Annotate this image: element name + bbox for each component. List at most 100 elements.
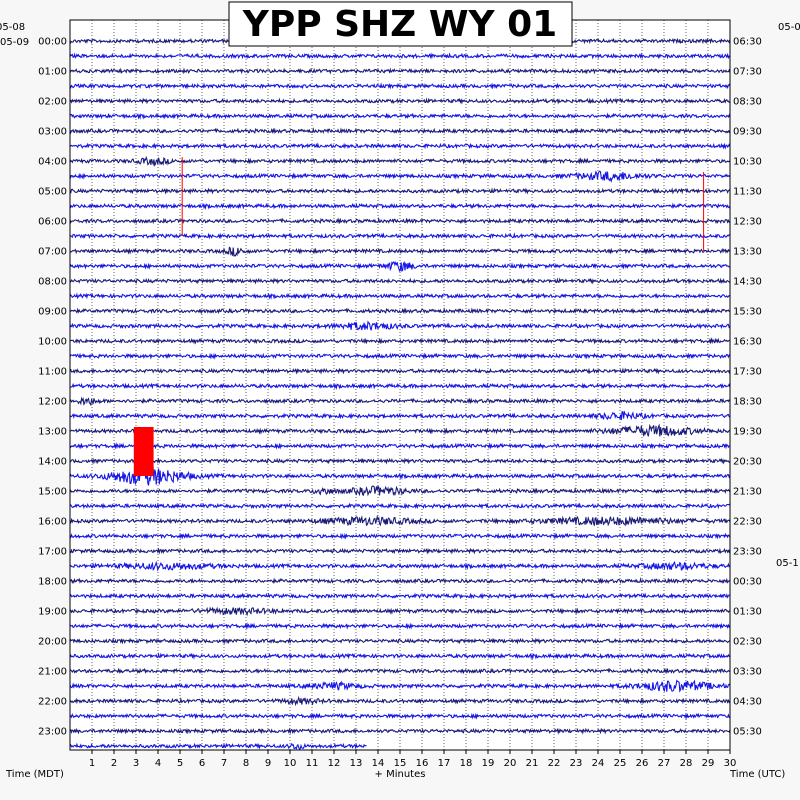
trace-31 [69, 502, 731, 510]
right-hour-label: 06:30 [733, 37, 762, 48]
right-hour-label: 04:30 [733, 697, 762, 708]
x-tick-label-29: 29 [702, 758, 715, 769]
left-date-top: 05-08 [0, 22, 25, 33]
trace-16 [69, 277, 731, 285]
right-hour-label: 02:30 [733, 637, 762, 648]
right-hour-label: 08:30 [733, 97, 762, 108]
left-hour-label: 07:00 [38, 247, 67, 258]
left-hour-labels: 00:00 01:00 02:00 03:00 04:00 05:00 06:00 07:00… [38, 37, 67, 738]
trace-45 [69, 712, 730, 720]
left-hour-label: 06:00 [38, 217, 67, 228]
trace-1 [69, 52, 731, 60]
left-hour-label: 03:00 [38, 127, 67, 138]
right-hour-label: 09:30 [733, 127, 762, 138]
left-date-first: 05-09 [0, 37, 29, 48]
left-hour-label: 10:00 [38, 337, 67, 348]
left-hour-label: 12:00 [38, 397, 67, 408]
left-hour-label: 08:00 [38, 277, 67, 288]
right-hour-label: 10:30 [733, 157, 762, 168]
trace-29 [69, 466, 731, 486]
trace-15 [69, 260, 731, 272]
right-hour-label: 20:30 [733, 457, 762, 468]
right-hour-label: 18:30 [733, 397, 762, 408]
trace-5 [69, 112, 731, 120]
chart-title: YPP SHZ WY 01 [242, 4, 557, 45]
right-hour-labels: 06:30 07:30 08:30 09:30 10:30 11:30 12:30 13:30… [733, 37, 762, 738]
clipped-signal [133, 157, 705, 476]
x-tick-label-1: 1 [89, 758, 95, 769]
x-tick-label-5: 5 [177, 758, 183, 769]
trace-14 [69, 246, 731, 257]
trace-3 [69, 82, 731, 90]
x-tick-label-4: 4 [155, 758, 161, 769]
x-tick-label-19: 19 [482, 758, 495, 769]
trace-39 [69, 622, 731, 630]
left-hour-label: 01:00 [38, 67, 67, 78]
trace-30 [69, 484, 731, 497]
trace-36 [69, 577, 731, 585]
x-tick-label-20: 20 [504, 758, 517, 769]
left-hour-label: 09:00 [38, 307, 67, 318]
x-tick-label-24: 24 [592, 758, 605, 769]
right-hour-label: 12:30 [733, 217, 762, 228]
trace-34 [69, 547, 731, 555]
left-hour-label: 00:00 [38, 37, 67, 48]
trace-37 [69, 592, 730, 600]
left-hour-label: 17:00 [38, 547, 67, 558]
trace-8 [69, 155, 731, 167]
x-tick-label-13: 13 [350, 758, 363, 769]
x-tick-label-10: 10 [284, 758, 297, 769]
trace-27 [69, 442, 730, 450]
right-hour-label: 21:30 [733, 487, 762, 498]
trace-23 [69, 382, 731, 390]
left-hour-label: 21:00 [38, 667, 67, 678]
trace-25 [69, 410, 731, 421]
x-tick-label-3: 3 [133, 758, 139, 769]
left-hour-label: 02:00 [38, 97, 67, 108]
right-hour-label: 15:30 [733, 307, 762, 318]
left-hour-label: 04:00 [38, 157, 67, 168]
seismic-traces [69, 37, 731, 751]
right-hour-label: 11:30 [733, 187, 762, 198]
x-tick-label-9: 9 [265, 758, 271, 769]
trace-21 [69, 352, 731, 360]
left-hour-label: 20:00 [38, 637, 67, 648]
trace-4 [69, 97, 731, 105]
x-tick-label-23: 23 [570, 758, 583, 769]
trace-12 [69, 217, 730, 225]
trace-2 [69, 67, 731, 75]
left-hour-label: 22:00 [38, 697, 67, 708]
x-tick-label-7: 7 [221, 758, 227, 769]
x-tick-label-11: 11 [306, 758, 319, 769]
right-hour-label: 17:30 [733, 367, 762, 378]
left-hour-label: 18:00 [38, 577, 67, 588]
title-box [228, 1, 573, 47]
x-tick-label-15: 15 [394, 758, 407, 769]
trace-40 [69, 637, 731, 645]
left-hour-label: 13:00 [38, 427, 67, 438]
right-hour-label: 01:30 [733, 607, 762, 618]
left-axis-label: Time (MDT) [5, 769, 64, 780]
trace-41 [69, 652, 731, 660]
trace-26 [69, 423, 731, 437]
trace-43 [69, 679, 731, 693]
x-tick-label-27: 27 [658, 758, 671, 769]
x-axis-ticks: 1 2 3 4 5 6 7 8 9 10 11 12 13 14 15 16 17 18 19 20 21 22 23 24 2… [89, 750, 736, 769]
trace-47 [69, 742, 367, 751]
trace-13 [69, 232, 731, 240]
x-tick-label-16: 16 [416, 758, 429, 769]
x-tick-label-6: 6 [199, 758, 205, 769]
trace-6 [69, 127, 731, 135]
x-tick-label-22: 22 [548, 758, 561, 769]
trace-7 [69, 142, 731, 150]
x-tick-label-17: 17 [438, 758, 451, 769]
trace-35 [69, 560, 731, 572]
right-hour-label: 23:30 [733, 547, 762, 558]
trace-28 [69, 457, 730, 465]
clip-block [133, 427, 154, 476]
x-tick-label-18: 18 [460, 758, 473, 769]
right-hour-label: 22:30 [733, 517, 762, 528]
trace-38 [69, 606, 731, 617]
x-tick-label-28: 28 [680, 758, 693, 769]
